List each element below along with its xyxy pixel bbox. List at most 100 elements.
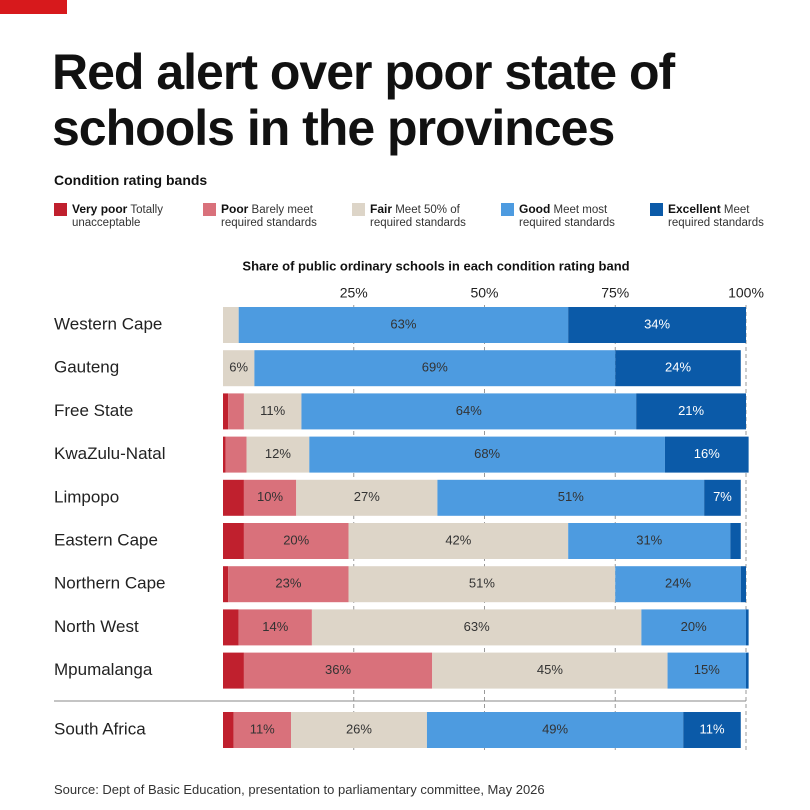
- data-label: 14%: [262, 619, 288, 634]
- bar-segment: [437, 479, 705, 516]
- legend-item: Good Meet most required standards: [501, 203, 639, 230]
- y-tick-label: Eastern Cape: [54, 530, 158, 549]
- legend-swatch: [352, 203, 365, 216]
- bar-segment: [746, 652, 749, 689]
- bar-segment: [233, 712, 291, 748]
- legend-name: Poor: [221, 202, 249, 216]
- data-label: 20%: [681, 619, 707, 634]
- bar-segment: [740, 566, 746, 603]
- bar-segment: [223, 712, 234, 748]
- brand-bar: [0, 0, 67, 14]
- legend-name: Good: [519, 202, 551, 216]
- x-axis-title: Share of public ordinary schools in each…: [242, 258, 629, 273]
- data-label: 16%: [694, 446, 720, 461]
- data-label: 49%: [542, 721, 568, 736]
- bar-segment: [243, 523, 349, 559]
- y-tick-label: Northern Cape: [54, 574, 166, 593]
- legend-description: Meet 50% of required standards: [370, 204, 466, 229]
- x-tick-label: 25%: [340, 285, 368, 301]
- legend-description: Meet most required standards: [519, 204, 615, 229]
- bar-segment: [243, 393, 302, 430]
- legend-swatch: [203, 203, 216, 216]
- bar-segment: [568, 307, 746, 343]
- bar-segment: [309, 436, 665, 473]
- bar-segment: [238, 307, 569, 343]
- bar-segment: [223, 350, 255, 387]
- legend-name: Fair: [370, 202, 393, 216]
- bar-segment: [238, 609, 312, 646]
- bar-segment: [348, 566, 616, 603]
- legend-description: Meet required standards: [668, 204, 764, 229]
- y-tick-label: Limpopo: [54, 487, 119, 506]
- x-tick-label: 75%: [601, 285, 629, 301]
- data-label: 51%: [558, 489, 584, 504]
- legend-item: Fair Meet 50% of required standards: [352, 203, 490, 230]
- data-label: 51%: [469, 576, 495, 591]
- data-label: 27%: [354, 489, 380, 504]
- legend-item: Poor Barely meet required standards: [203, 203, 341, 230]
- bar-segment: [223, 393, 229, 430]
- bar-segment: [290, 712, 427, 748]
- data-label: 63%: [390, 316, 416, 331]
- data-label: 23%: [275, 576, 301, 591]
- bar-segment: [348, 523, 569, 559]
- y-tick-label: Western Cape: [54, 314, 162, 333]
- bar-segment: [223, 652, 244, 689]
- bar-segment: [746, 609, 749, 646]
- data-label: 68%: [474, 446, 500, 461]
- legend-swatch: [501, 203, 514, 216]
- bar-segment: [223, 609, 239, 646]
- data-label: 26%: [346, 721, 372, 736]
- bar-segment: [223, 307, 239, 343]
- data-label: 12%: [265, 446, 291, 461]
- legend-description: Totally unacceptable: [72, 204, 163, 229]
- data-label: 36%: [325, 662, 351, 677]
- bar-segment: [228, 566, 349, 603]
- bar-segment: [225, 436, 247, 473]
- x-tick-label: 100%: [728, 285, 764, 301]
- bar-segment: [426, 712, 684, 748]
- data-label: 11%: [699, 721, 724, 736]
- data-label: 11%: [260, 403, 285, 418]
- bar-segment: [311, 609, 642, 646]
- bar-segment: [432, 652, 668, 689]
- legend-item: Excellent Meet required standards: [650, 203, 788, 230]
- y-tick-label: North West: [54, 617, 139, 636]
- data-label: 31%: [636, 532, 662, 547]
- data-label: 34%: [644, 316, 670, 331]
- source: Source: Dept of Basic Education, present…: [54, 782, 545, 797]
- bar-segment: [223, 479, 244, 516]
- bar-segment: [223, 436, 226, 473]
- y-tick-label: KwaZulu-Natal: [54, 444, 166, 463]
- data-label: 6%: [229, 360, 248, 375]
- bar-segment: [636, 393, 746, 430]
- y-tick-label: Gauteng: [54, 358, 119, 377]
- bar-segment: [667, 652, 746, 689]
- data-label: 24%: [665, 360, 691, 375]
- data-label: 24%: [665, 576, 691, 591]
- bar-segment: [223, 566, 229, 603]
- y-tick-label: Free State: [54, 401, 133, 420]
- bar-segment: [568, 523, 731, 559]
- bar-segment: [664, 436, 749, 473]
- data-label: 64%: [456, 403, 482, 418]
- bar-segment: [246, 436, 310, 473]
- legend-swatch: [650, 203, 663, 216]
- bar-segment: [254, 350, 616, 387]
- data-label: 15%: [694, 662, 720, 677]
- bar-segment: [243, 652, 433, 689]
- bar-segment: [301, 393, 637, 430]
- data-label: 21%: [678, 403, 704, 418]
- bar-segment: [615, 350, 741, 387]
- legend-swatch: [54, 203, 67, 216]
- data-label: 63%: [464, 619, 490, 634]
- legend-title: Condition rating bands: [54, 172, 208, 188]
- data-label: 10%: [257, 489, 283, 504]
- bar-segment: [683, 712, 741, 748]
- bar-segment: [243, 479, 297, 516]
- data-label: 11%: [250, 721, 275, 736]
- bar-segment: [296, 479, 438, 516]
- data-label: 42%: [445, 532, 471, 547]
